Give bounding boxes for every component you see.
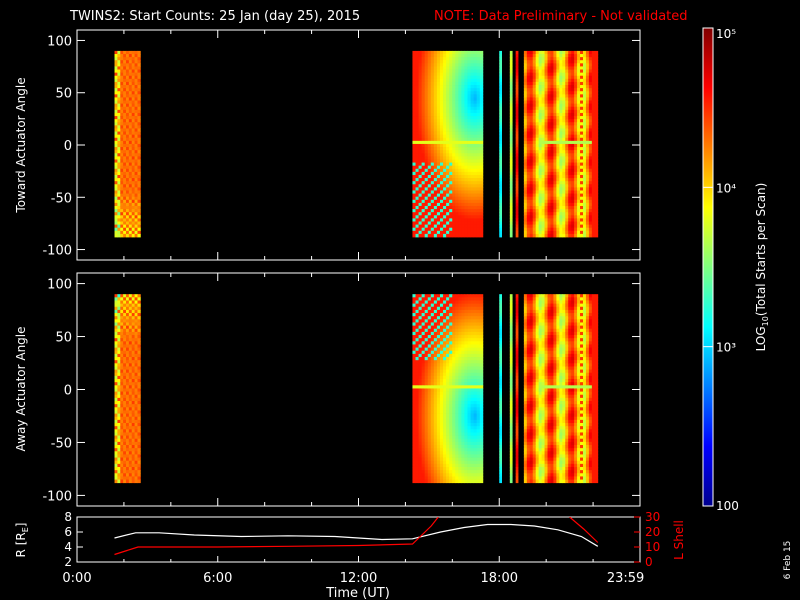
toward-heatmap-blocks	[114, 50, 599, 238]
y-tick-label: 6	[64, 525, 72, 539]
orbit-lines	[114, 517, 599, 556]
heatmap-block	[499, 50, 502, 238]
l-shell-line	[114, 517, 439, 556]
orbit-y-label-right: L Shell	[672, 520, 686, 560]
y-tick-label: 100	[47, 34, 72, 49]
heatmap-block	[523, 294, 599, 484]
colorbar: 100 10³ 10⁴ 10⁵ LOG10(Total Starts per Scan…	[702, 27, 770, 513]
y-tick-label: 8	[64, 510, 72, 524]
colorbar-ticks: 100 10³ 10⁴ 10⁵	[703, 27, 739, 513]
panel-toward: 100 50 0 -50 -100 Toward Actuator Angle	[14, 29, 641, 261]
heatmap-block	[515, 50, 519, 238]
toward-y-ticks: 100 50 0 -50 -100	[42, 30, 641, 260]
l-shell-line	[569, 517, 599, 543]
x-tick-label: 12:00	[340, 571, 377, 586]
colorbar-tick-label: 10⁵	[716, 27, 736, 41]
y-tick-label: 0	[64, 384, 72, 399]
heatmap-block	[114, 294, 141, 484]
orbit-y-label: R [RE]	[14, 523, 30, 558]
chart-note: NOTE: Data Preliminary - Not validated	[434, 9, 688, 24]
y-tick-label: -50	[51, 191, 72, 206]
time-x-label: Time (UT)	[325, 586, 390, 600]
y-tick-label: -50	[51, 436, 72, 451]
y-tick-label-right: 0	[645, 555, 653, 569]
colorbar-gradient	[702, 27, 714, 507]
heatmap-block	[114, 50, 141, 238]
y-tick-label: -100	[42, 244, 72, 259]
y-tick-label: 50	[55, 87, 72, 102]
y-tick-label: 50	[55, 331, 72, 346]
y-tick-label-right: 10	[645, 540, 660, 554]
y-tick-label: 0	[64, 139, 72, 154]
y-tick-label-right: 30	[645, 510, 660, 524]
panel-away: 100 50 0 -50 -100 Away Actuator Angle	[14, 272, 641, 507]
heatmap-block	[509, 294, 513, 484]
heatmap-block	[509, 50, 513, 238]
heatmap-block	[412, 50, 484, 238]
y-tick-label-right: 20	[645, 525, 660, 539]
away-y-label: Away Actuator Angle	[14, 326, 28, 451]
x-tick-label: 6:00	[203, 571, 232, 586]
colorbar-tick-label: 10⁴	[716, 181, 736, 195]
x-tick-label: 18:00	[481, 571, 518, 586]
y-tick-label: 100	[47, 278, 72, 293]
colorbar-label: LOG10(Total Starts per Scan)	[754, 183, 770, 352]
x-tick-label: 23:59	[607, 571, 644, 586]
colorbar-tick-label: 10³	[716, 341, 736, 355]
time-x-ticks: 0:00 6:00 12:00 18:00 23:59	[62, 556, 644, 586]
y-tick-label: -100	[42, 489, 72, 504]
heatmap-block	[515, 294, 519, 484]
heatmap-block	[412, 294, 484, 484]
away-heatmap-blocks	[114, 294, 599, 484]
chart-title: TWINS2: Start Counts: 25 Jan (day 25), 2…	[69, 9, 360, 24]
toward-y-label: Toward Actuator Angle	[14, 77, 28, 213]
away-y-ticks: 100 50 0 -50 -100	[42, 273, 641, 506]
heatmap-block	[499, 294, 502, 484]
x-tick-label: 0:00	[62, 571, 91, 586]
r-distance-line	[114, 523, 599, 547]
date-stamp: 6 Feb 15	[783, 541, 793, 580]
heatmap-block	[523, 50, 599, 238]
colorbar-tick-label: 100	[716, 499, 739, 513]
y-tick-label: 4	[64, 540, 72, 554]
y-tick-label: 2	[64, 555, 72, 569]
